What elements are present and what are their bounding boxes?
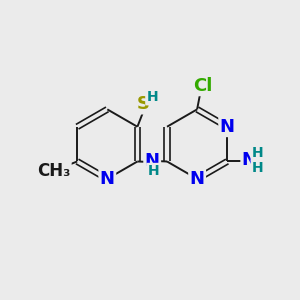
Text: Cl: Cl xyxy=(193,77,212,95)
Text: N: N xyxy=(190,170,205,188)
Text: N: N xyxy=(220,118,235,136)
Text: S: S xyxy=(137,95,150,113)
Text: H: H xyxy=(147,164,159,178)
Text: H: H xyxy=(252,161,263,175)
Text: H: H xyxy=(252,146,263,160)
Text: N: N xyxy=(100,170,115,188)
Text: N: N xyxy=(242,151,257,169)
Text: N: N xyxy=(145,152,160,170)
Text: H: H xyxy=(146,90,158,104)
Text: CH₃: CH₃ xyxy=(37,162,70,180)
